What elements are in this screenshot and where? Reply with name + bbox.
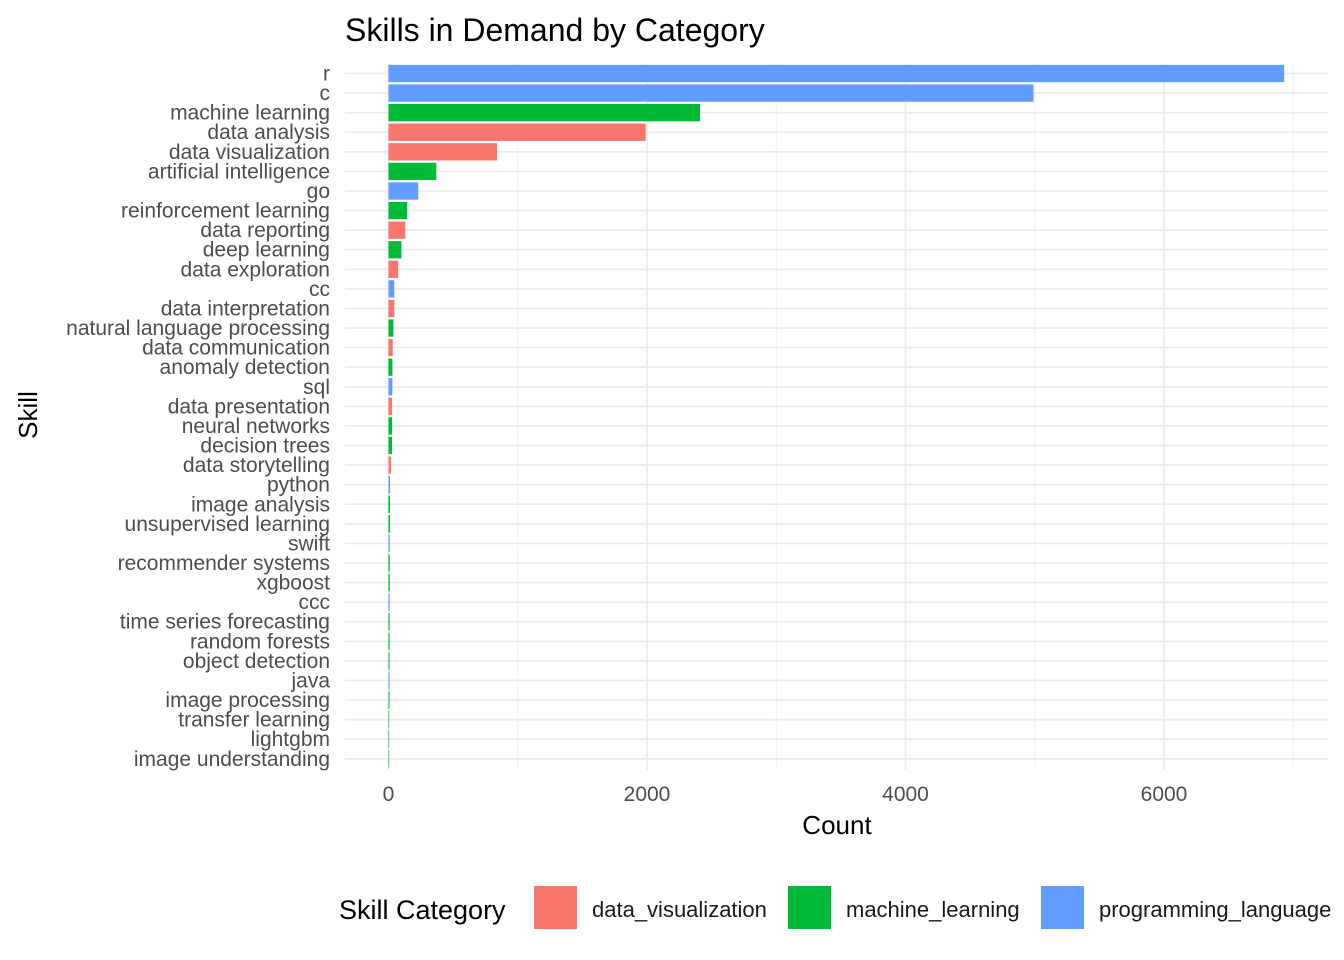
x-tick-label: 2000 <box>624 783 671 806</box>
legend-key-machine_learning <box>788 886 831 929</box>
y-tick-label: xgboost <box>256 572 330 595</box>
y-tick-label: object detection <box>183 650 330 673</box>
y-tick-label: data reporting <box>200 219 330 242</box>
bar-data-communication <box>388 338 393 357</box>
y-tick-label: data visualization <box>169 141 330 164</box>
y-tick-label: swift <box>288 532 330 555</box>
bar-lightgbm <box>388 730 390 748</box>
y-tick-label: neural networks <box>182 415 330 438</box>
bar-object-detection <box>388 652 390 670</box>
bar-image-processing <box>388 691 390 709</box>
y-tick-label: c <box>320 82 331 105</box>
y-tick-label: artificial intelligence <box>148 160 330 183</box>
y-tick-label: go <box>307 180 330 203</box>
bar-reinforcement-learning <box>388 201 408 220</box>
bar-r <box>388 64 1285 83</box>
x-tick-label: 6000 <box>1141 783 1188 806</box>
y-tick-label: data interpretation <box>161 297 330 320</box>
y-tick-label: image analysis <box>191 493 330 516</box>
y-tick-label: machine learning <box>170 102 330 125</box>
bar-deep-learning <box>388 241 402 259</box>
bar-data-exploration <box>388 260 399 278</box>
y-tick-label: recommender systems <box>118 552 330 575</box>
y-tick-label: deep learning <box>203 239 330 262</box>
y-tick-label: anomaly detection <box>160 356 330 379</box>
y-tick-label: random forests <box>190 630 330 653</box>
bar-recommender-systems <box>388 554 390 572</box>
bar-artificial-intelligence <box>388 162 437 181</box>
bar-time-series-forecasting <box>388 613 390 631</box>
bars-layer <box>388 64 1285 768</box>
y-tick-label: transfer learning <box>178 709 330 732</box>
bar-neural-networks <box>388 417 393 435</box>
x-tick-labels: 0 2000 4000 6000 <box>383 783 1188 806</box>
y-tick-label: natural language processing <box>66 317 330 340</box>
bar-data-interpretation <box>388 299 395 318</box>
bar-random-forests <box>388 632 390 650</box>
bar-data-reporting <box>388 221 406 239</box>
grid-layer <box>345 64 1328 770</box>
bar-ccc <box>388 593 390 611</box>
bar-image-analysis <box>388 495 391 513</box>
bar-xgboost <box>388 573 390 592</box>
legend-key-programming_language <box>1041 886 1084 929</box>
bar-natural-language-processing <box>388 319 394 337</box>
bar-unsupervised-learning <box>388 515 391 533</box>
y-tick-label: image processing <box>165 689 330 712</box>
legend-label: programming_language <box>1099 897 1331 922</box>
bar-c <box>388 84 1034 102</box>
y-tick-label: data presentation <box>168 395 330 418</box>
y-tick-label: cc <box>309 278 330 301</box>
y-tick-label: java <box>290 669 330 692</box>
y-tick-label: data analysis <box>207 121 330 144</box>
y-tick-label: image understanding <box>134 748 330 771</box>
y-tick-label: time series forecasting <box>120 611 330 634</box>
legend: Skill Category data_visualization machine… <box>339 886 1331 929</box>
y-tick-label: data storytelling <box>183 454 330 477</box>
bar-java <box>388 671 390 690</box>
bar-data-visualization <box>388 143 498 161</box>
y-tick-label: sql <box>303 376 330 399</box>
bar-machine-learning <box>388 104 700 122</box>
bar-anomaly-detection <box>388 358 393 376</box>
bar-data-storytelling <box>388 456 392 474</box>
bar-cc <box>388 280 395 298</box>
x-tick-label: 0 <box>383 783 395 806</box>
bar-sql <box>388 378 393 396</box>
legend-label: data_visualization <box>592 897 767 922</box>
bar-transfer-learning <box>388 710 390 729</box>
bar-data-presentation <box>388 397 393 416</box>
y-tick-label: unsupervised learning <box>125 513 330 536</box>
y-tick-label: decision trees <box>200 435 330 458</box>
x-tick-label: 4000 <box>882 783 929 806</box>
y-tick-label: python <box>267 474 330 497</box>
y-tick-label: r <box>323 63 330 86</box>
y-tick-label: data exploration <box>181 258 330 281</box>
y-tick-label: ccc <box>299 591 331 614</box>
legend-label: machine_learning <box>846 897 1020 922</box>
bar-data-analysis <box>388 123 646 141</box>
x-axis-title: Count <box>802 810 872 840</box>
bar-image-understanding <box>388 750 390 768</box>
bar-decision-trees <box>388 436 392 455</box>
chart-title: Skills in Demand by Category <box>345 12 765 48</box>
bar-python <box>388 476 391 494</box>
y-tick-label: reinforcement learning <box>121 200 330 223</box>
y-tick-label: data communication <box>142 337 330 360</box>
y-axis-title: Skill <box>13 391 43 439</box>
bar-go <box>388 182 419 200</box>
legend-title: Skill Category <box>339 895 506 925</box>
bar-swift <box>388 534 390 553</box>
y-tick-label: lightgbm <box>251 728 330 751</box>
legend-key-data_visualization <box>534 886 577 929</box>
